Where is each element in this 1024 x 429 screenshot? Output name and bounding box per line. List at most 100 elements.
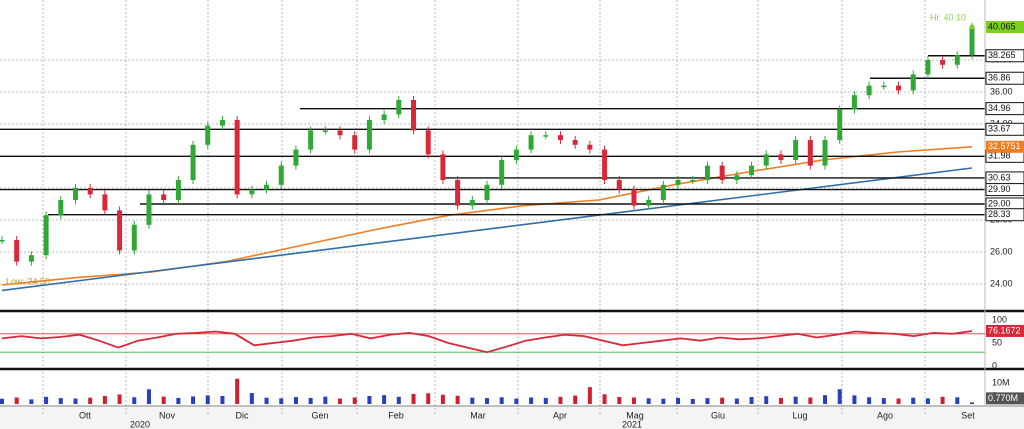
x-tick-label: Ago [877,410,893,420]
x-tick-label: Giu [711,410,725,420]
volume-bar [764,396,769,404]
low-annotation: Low: 24.50 [6,276,50,286]
candle [734,175,740,180]
value-label-box [986,324,1024,337]
volume-bar [455,395,460,404]
volume-bar [529,397,534,404]
candle [87,188,93,195]
candle [837,109,843,140]
candle [543,135,549,137]
value-label-box [986,392,1024,405]
candle [484,184,490,200]
rsi-line [1,330,973,354]
value-label: 31.98 [988,151,1011,161]
value-label-box [985,71,1024,85]
volume-bar [514,398,519,404]
volume-bar [102,396,107,404]
volume-bar [396,396,401,404]
volume-bar [146,389,151,404]
volume-bar [382,395,387,404]
candle [749,165,755,176]
volume-bar [587,387,592,404]
candle [234,120,240,195]
volume-bar [117,394,122,404]
value-label-box [986,20,1024,33]
x-tick-label: Mar [470,410,486,420]
candle [910,74,916,91]
last-price-dot [969,24,975,30]
volume-bar [867,397,872,404]
candle [778,154,784,160]
x-tick-label: Lug [792,410,807,420]
x-tick-label: Gen [311,410,328,420]
volume-bar [852,395,857,404]
plot [0,22,985,404]
y-tick-label: 10M [992,377,1010,387]
volume-bar [911,397,916,404]
x-tick-label: Set [961,410,975,420]
value-label-box [985,49,1024,63]
volume-bar [558,396,563,404]
volume-bar [205,395,210,404]
volume-bar [220,396,225,404]
year-label: 2021 [622,419,642,429]
volume-bar [617,397,622,404]
candle [0,240,5,242]
volume-bar [690,398,695,404]
volume-bar [837,389,842,404]
y-tick-label: 50 [992,337,1002,347]
volume-bar [485,398,489,404]
volume-bar [293,397,298,404]
volume-bar [823,395,828,404]
volume-bar [249,393,254,404]
volume-bar [73,398,78,404]
candle [440,154,446,180]
grid [0,0,985,416]
y-tick-label: 36.00 [990,86,1013,96]
candle [822,140,828,166]
value-label-box [985,102,1024,116]
volume-bar [279,398,284,404]
value-label: 38.265 [988,50,1016,60]
candle [469,200,475,206]
volume-bar [676,397,681,404]
volume-bar [705,398,710,404]
value-label: 36.86 [988,73,1011,83]
candle [322,130,328,132]
candle [572,140,578,145]
volume-bar [191,396,196,404]
candle [557,135,563,140]
volume-bar [734,398,739,404]
volume-bar [264,397,269,404]
high-annotation: Hi: 40.10 [930,12,966,22]
candle [293,149,299,166]
candle [28,255,34,262]
value-label: 40.065 [988,21,1016,31]
x-tick-label: Feb [388,410,404,420]
volume-bar [749,397,754,404]
value-label-box [985,122,1024,136]
volume-bar [778,397,783,404]
value-label: 76.1672 [988,325,1021,335]
candle [690,180,696,182]
value-label: 28.33 [988,209,1011,219]
x-tick-label: Nov [159,410,176,420]
volume-bar [29,399,34,404]
candle [308,130,314,150]
candle [602,149,608,180]
candle [411,100,417,131]
candle [205,125,211,145]
value-label-box [985,208,1024,222]
candle [660,184,666,200]
candle [455,180,461,206]
volume-bar [646,398,651,404]
volume-bar [440,394,445,404]
candle [117,210,123,251]
value-label-box [986,140,1024,153]
volume-bar [955,397,960,404]
value-label-box [985,183,1024,197]
candle [425,130,431,155]
volume-bar [631,397,636,404]
volume-bar [426,393,431,404]
